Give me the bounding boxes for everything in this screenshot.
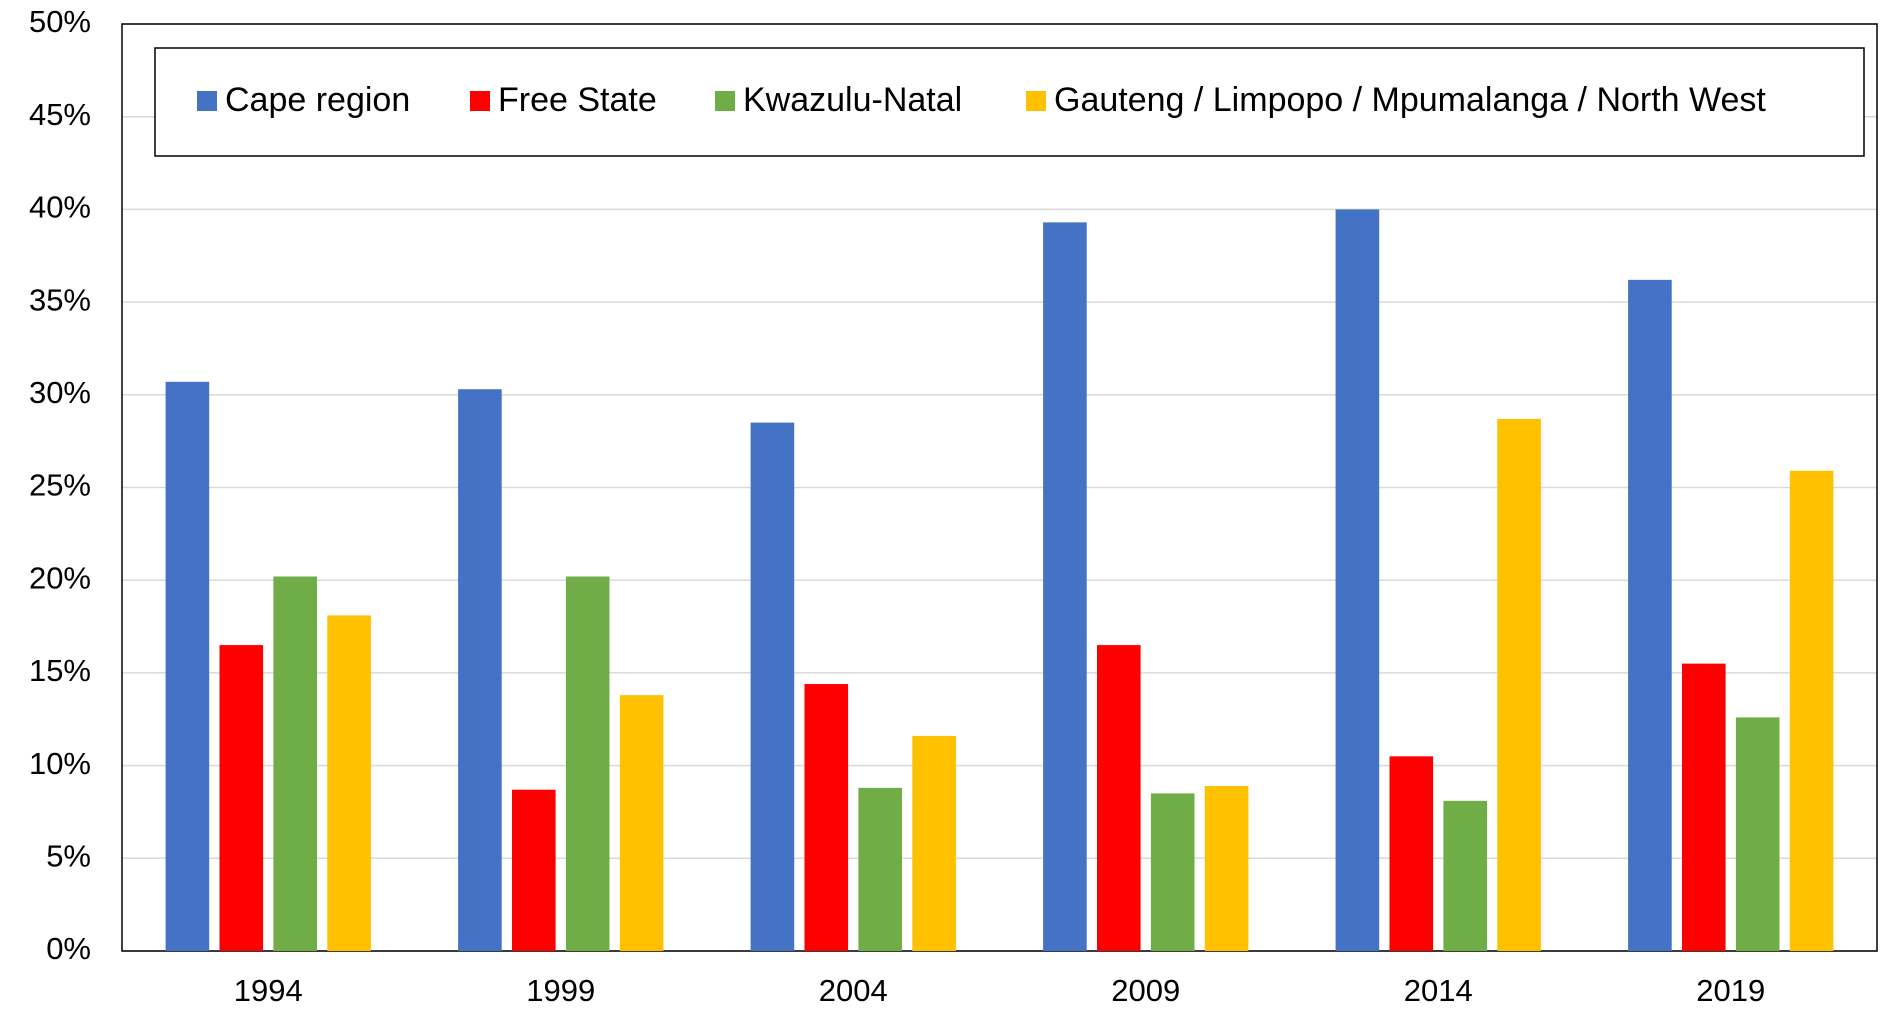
- bar: [1097, 645, 1141, 951]
- y-tick-label: 40%: [29, 190, 91, 225]
- y-tick-label: 30%: [29, 375, 91, 410]
- bar: [327, 615, 371, 951]
- bar: [565, 576, 610, 951]
- y-tick-label: 45%: [29, 97, 91, 132]
- bar: [1682, 663, 1726, 951]
- y-tick-label: 50%: [29, 4, 91, 39]
- bar: [1735, 717, 1780, 951]
- plot-frame: [121, 23, 1878, 952]
- legend-label: Gauteng / Limpopo / Mpumalanga / North W…: [1054, 81, 1766, 119]
- bar: [273, 576, 317, 951]
- bar: [512, 789, 556, 951]
- bar: [750, 422, 795, 951]
- legend-swatch: [197, 91, 217, 111]
- bar: [1335, 209, 1380, 951]
- bar: [458, 389, 502, 951]
- legend-box: [154, 47, 1865, 157]
- y-tick-label: 20%: [29, 560, 91, 595]
- legend-swatch: [715, 91, 735, 111]
- x-tick-label: 1999: [526, 973, 595, 1008]
- x-tick-label: 1994: [234, 973, 303, 1008]
- y-tick-label: 25%: [29, 468, 91, 503]
- bar: [219, 645, 264, 951]
- bar: [1497, 418, 1541, 952]
- bar: [858, 787, 902, 951]
- x-tick-label: 2019: [1696, 973, 1765, 1008]
- bar: [1150, 793, 1195, 951]
- x-tick-label: 2014: [1404, 973, 1473, 1008]
- y-tick-label: 15%: [29, 653, 91, 688]
- bar: [804, 684, 849, 951]
- y-tick-label: 0%: [46, 931, 91, 966]
- bar: [165, 381, 210, 951]
- bar: [619, 695, 664, 951]
- bar: [1628, 279, 1672, 951]
- bar: [1789, 470, 1834, 951]
- y-tick-label: 10%: [29, 746, 91, 781]
- legend-swatch: [1026, 91, 1046, 111]
- legend-swatch: [470, 91, 490, 111]
- x-tick-label: 2009: [1111, 973, 1180, 1008]
- bar: [1204, 785, 1249, 951]
- bar: [1043, 222, 1087, 952]
- y-tick-label: 35%: [29, 282, 91, 317]
- legend-label: Cape region: [225, 81, 410, 119]
- legend-label: Kwazulu-Natal: [743, 81, 962, 119]
- y-tick-label: 5%: [46, 838, 91, 873]
- bar: [1443, 800, 1487, 951]
- x-tick-label: 2004: [819, 973, 888, 1008]
- bar: [912, 735, 956, 951]
- legend-label: Free State: [498, 81, 657, 119]
- bar: [1389, 756, 1434, 951]
